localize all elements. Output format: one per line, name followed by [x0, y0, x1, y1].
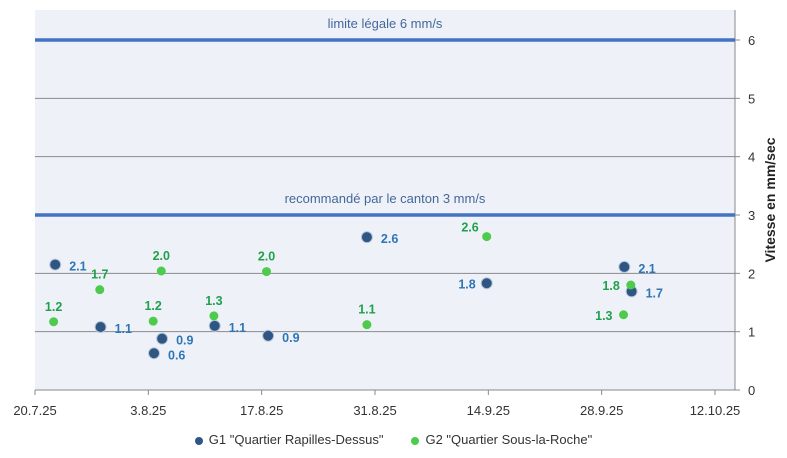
data-label: 1.7 [646, 286, 663, 300]
legend-item-g2: G2 "Quartier Sous-la-Roche" [411, 432, 592, 447]
legend-marker-g2 [411, 436, 420, 445]
legend: G1 "Quartier Rapilles-Dessus" G2 "Quarti… [0, 432, 787, 447]
x-tick-label: 17.8.25 [240, 403, 283, 418]
data-label: 2.0 [153, 249, 170, 263]
data-label: 2.1 [69, 260, 86, 274]
data-point-g1 [148, 347, 160, 360]
x-tick-label: 3.8.25 [130, 403, 166, 418]
reference-line-label: recommandé par le canton 3 mm/s [285, 191, 486, 206]
data-label: 2.6 [461, 221, 478, 235]
x-tick-label: 31.8.25 [353, 403, 396, 418]
y-tick-label: 4 [748, 150, 755, 165]
data-label: 1.3 [205, 294, 222, 308]
data-point-g1 [480, 277, 493, 290]
y-tick-label: 1 [748, 325, 755, 340]
data-label: 0.6 [168, 348, 185, 362]
data-point-g2 [148, 316, 158, 326]
data-label: 0.9 [282, 331, 299, 345]
data-label: 1.1 [229, 321, 246, 335]
data-label: 1.7 [91, 268, 108, 282]
data-point-g2 [619, 310, 629, 320]
data-label: 1.3 [595, 309, 612, 323]
legend-label-g2: G2 "Quartier Sous-la-Roche" [425, 432, 593, 447]
data-point-g2 [626, 280, 636, 290]
data-point-g2 [95, 285, 105, 295]
scatter-chart: 0 1 2 3 4 5 6 20.7.25 3.8.25 17.8.25 31.8.25 14.9.2… [13, 10, 755, 418]
data-label: 1.8 [458, 277, 475, 291]
data-point-g2 [209, 311, 219, 321]
legend-item-g1: G1 "Quartier Rapilles-Dessus" [194, 432, 384, 447]
data-point-g1 [618, 260, 631, 273]
data-point-g2 [262, 267, 272, 277]
data-label: 1.8 [602, 279, 619, 293]
y-tick-label: 5 [748, 91, 755, 106]
data-label: 1.1 [115, 322, 132, 336]
data-point-g2 [362, 320, 372, 330]
x-tick-label: 14.9.25 [467, 403, 510, 418]
data-label: 1.2 [45, 300, 62, 314]
data-label: 1.2 [144, 299, 161, 313]
data-point-g1 [262, 329, 275, 342]
data-point-g1 [156, 332, 169, 345]
x-tick-label: 20.7.25 [13, 403, 56, 418]
x-tick-label: 28.9.25 [580, 403, 623, 418]
legend-label-g1: G1 "Quartier Rapilles-Dessus" [208, 432, 384, 447]
data-label: 1.1 [358, 303, 375, 317]
data-point-g1 [208, 319, 221, 332]
data-label: 2.6 [381, 232, 398, 246]
y-tick-label: 0 [748, 383, 755, 398]
data-point-g1 [94, 321, 107, 333]
data-point-g2 [49, 317, 59, 327]
y-tick-label: 3 [748, 208, 755, 223]
y-tick-label: 6 [748, 33, 755, 48]
data-label: 0.9 [176, 334, 193, 348]
reference-line-label: limite légale 6 mm/s [328, 16, 443, 31]
data-point-g1 [49, 258, 62, 271]
legend-marker-g1 [194, 436, 203, 445]
y-tick-label: 2 [748, 266, 755, 281]
y-axis-label: Vitesse en mm/sec [762, 137, 778, 263]
data-point-g2 [156, 266, 166, 276]
plot-area [35, 10, 735, 390]
data-point-g1 [360, 231, 373, 244]
data-label: 2.0 [258, 250, 275, 264]
data-label: 2.1 [638, 262, 655, 276]
data-point-g2 [482, 232, 492, 242]
x-tick-label: 12.10.25 [690, 403, 741, 418]
